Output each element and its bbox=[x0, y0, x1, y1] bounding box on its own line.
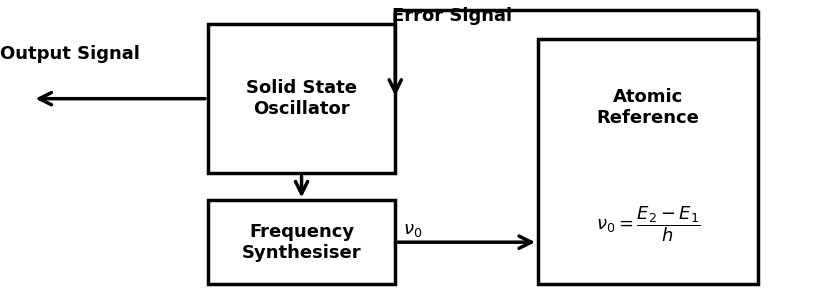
Text: Atomic
Reference: Atomic Reference bbox=[597, 88, 699, 127]
Text: Solid State
Oscillator: Solid State Oscillator bbox=[246, 79, 357, 118]
Text: $\nu_0 = \dfrac{E_2 - E_1}{h}$: $\nu_0 = \dfrac{E_2 - E_1}{h}$ bbox=[596, 205, 700, 244]
Text: $\nu_0$: $\nu_0$ bbox=[403, 221, 423, 239]
Text: Output Signal: Output Signal bbox=[0, 45, 140, 63]
Text: Error Signal: Error Signal bbox=[392, 7, 513, 25]
Bar bbox=[208, 200, 395, 284]
Bar bbox=[538, 39, 758, 284]
Bar bbox=[208, 24, 395, 173]
Text: Frequency
Synthesiser: Frequency Synthesiser bbox=[242, 223, 361, 262]
